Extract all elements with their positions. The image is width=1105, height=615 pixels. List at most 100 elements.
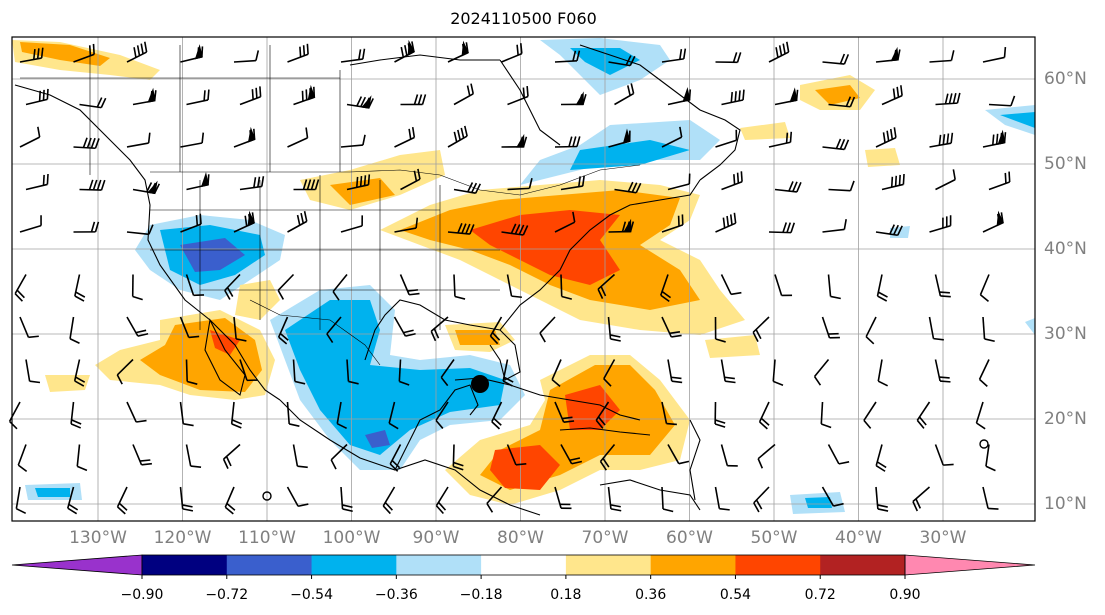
wind-barb [661, 486, 674, 513]
wind-barb [179, 401, 194, 427]
wind-barb [929, 132, 954, 148]
longitude-label: 50°W [750, 528, 798, 548]
wind-barb [277, 316, 289, 345]
wind-barb [822, 219, 847, 233]
wind-barb [827, 274, 841, 300]
wind-barb [985, 444, 996, 472]
wind-barb [340, 486, 353, 513]
wind-barb [180, 213, 202, 233]
wind-barb [388, 401, 399, 430]
wind-barb [715, 129, 738, 148]
wind-barb [978, 359, 990, 387]
colorbar-tick-label: −0.72 [205, 587, 249, 603]
wind-barb [287, 127, 309, 148]
colorbar-tick-label: 0.36 [635, 587, 667, 603]
country-borders [20, 45, 641, 366]
wind-barb [551, 359, 562, 388]
wind-barb [752, 316, 770, 342]
latitude-label: 40°N [1044, 239, 1087, 259]
wind-barb [603, 359, 616, 387]
wind-barb [608, 55, 636, 67]
wind-barb [233, 316, 247, 342]
wind-barb [614, 83, 635, 106]
colorbar-tick-label: 0.90 [889, 587, 921, 603]
wind-barb [79, 179, 106, 191]
wind-barb [393, 316, 416, 337]
wind-barb [332, 273, 348, 301]
wind-barb [820, 401, 832, 429]
wind-barb [758, 401, 770, 430]
colorbar-swatch [650, 555, 736, 575]
wind-barb [19, 316, 39, 339]
map-title: 2024110500 F060 [450, 9, 597, 28]
wind-barb [560, 444, 583, 465]
wind-barb [185, 359, 198, 385]
anomaly-shading [12, 38, 1035, 514]
wind-barb [430, 316, 449, 342]
wind-barb [881, 85, 903, 106]
wind-barb [340, 215, 364, 233]
wind-barb [126, 224, 154, 236]
wind-barb [863, 401, 877, 429]
wind-barb [180, 44, 204, 63]
wind-barb [714, 401, 726, 428]
wind-barb [15, 486, 27, 515]
wind-barb [875, 486, 889, 512]
wind-barb [185, 444, 202, 468]
wind-barb [73, 43, 95, 63]
wind-barb [501, 133, 528, 148]
wind-barb [982, 210, 1004, 233]
wind-barb [774, 181, 802, 193]
wind-barb [554, 486, 572, 510]
wind-barb [660, 274, 672, 303]
wind-barb [721, 171, 743, 191]
wind-barb [715, 52, 742, 64]
calm-wind-circle [979, 439, 989, 449]
wind-barb [935, 169, 956, 191]
longitude-label: 100°W [322, 528, 381, 548]
wind-barb [715, 212, 737, 233]
wind-barb [881, 173, 905, 191]
wind-barb [186, 172, 210, 191]
wind-barb [934, 359, 951, 383]
wind-barb [934, 444, 954, 466]
wind-barb [875, 46, 901, 63]
colorbar-tick-label: −0.36 [374, 587, 418, 603]
colorbar-swatch [735, 555, 821, 575]
wind-barb [66, 486, 79, 515]
wind-barb [982, 486, 999, 510]
wind-barb [330, 443, 348, 470]
wind-barb [661, 126, 683, 148]
wind-barbs [8, 39, 1016, 515]
wind-barb [667, 87, 692, 106]
wind-barb [875, 224, 903, 237]
wind-barb [720, 274, 742, 296]
wind-barb [19, 126, 41, 148]
wind-barb [239, 86, 262, 106]
wind-barb [453, 182, 482, 194]
wind-barb [865, 316, 877, 345]
wind-barb [399, 274, 420, 296]
wind-barb [382, 486, 396, 515]
wind-barb [912, 486, 931, 512]
wind-barb [560, 91, 587, 106]
wind-barb [876, 274, 888, 302]
wind-barb [539, 316, 556, 343]
wind-barb [132, 87, 157, 106]
colorbar-tick-label: 0.18 [550, 587, 582, 603]
wind-barb [389, 444, 402, 472]
wind-barb [132, 444, 152, 466]
colorbar-tick-label: −0.90 [120, 587, 164, 603]
wind-barb [554, 211, 576, 233]
wind-barb [73, 359, 86, 387]
wind-barb [720, 444, 738, 467]
wind-barb [179, 486, 194, 512]
wind-barb [821, 486, 844, 507]
wind-barb [929, 50, 955, 63]
wind-barb [774, 87, 799, 106]
wind-barb [714, 486, 730, 511]
wind-barb [501, 43, 523, 63]
wind-barb [506, 274, 522, 299]
wind-barb [768, 41, 790, 63]
